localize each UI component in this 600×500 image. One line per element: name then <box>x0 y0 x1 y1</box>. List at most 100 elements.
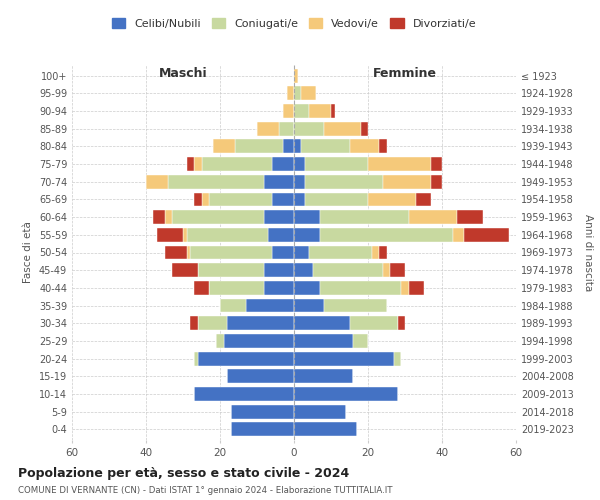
Bar <box>331 104 335 118</box>
Bar <box>224 334 294 348</box>
Bar <box>272 157 294 171</box>
Bar <box>283 104 294 118</box>
Bar <box>372 246 379 260</box>
Bar <box>164 210 172 224</box>
Bar <box>379 140 386 153</box>
Bar <box>209 192 272 206</box>
Bar <box>194 281 209 295</box>
Bar <box>431 157 442 171</box>
Bar <box>231 405 294 418</box>
Bar <box>294 298 323 312</box>
Bar <box>227 316 294 330</box>
Bar <box>202 157 272 171</box>
Bar <box>294 175 305 188</box>
Bar <box>287 86 294 100</box>
Bar <box>320 210 409 224</box>
Bar <box>294 316 349 330</box>
Bar <box>305 157 368 171</box>
Bar <box>294 334 353 348</box>
Bar <box>294 140 301 153</box>
Bar <box>187 228 268 241</box>
Bar <box>320 228 453 241</box>
Bar <box>294 192 305 206</box>
Bar <box>268 228 294 241</box>
Bar <box>198 264 265 277</box>
Bar <box>294 157 305 171</box>
Bar <box>172 210 265 224</box>
Bar <box>294 264 313 277</box>
Bar <box>272 246 294 260</box>
Bar <box>294 86 301 100</box>
Bar <box>294 370 353 383</box>
Bar <box>168 175 265 188</box>
Bar <box>383 264 390 277</box>
Bar <box>409 210 457 224</box>
Bar <box>294 422 357 436</box>
Bar <box>220 298 246 312</box>
Legend: Celibi/Nubili, Coniugati/e, Vedovi/e, Divorziati/e: Celibi/Nubili, Coniugati/e, Vedovi/e, Di… <box>112 18 476 29</box>
Bar <box>294 228 320 241</box>
Bar <box>283 140 294 153</box>
Bar <box>401 281 409 295</box>
Bar <box>305 192 368 206</box>
Bar <box>361 122 368 136</box>
Bar <box>353 334 368 348</box>
Bar <box>235 140 283 153</box>
Text: COMUNE DI VERNANTE (CN) - Dati ISTAT 1° gennaio 2024 - Elaborazione TUTTITALIA.I: COMUNE DI VERNANTE (CN) - Dati ISTAT 1° … <box>18 486 392 495</box>
Bar <box>453 228 464 241</box>
Bar <box>187 246 190 260</box>
Bar <box>294 122 323 136</box>
Bar <box>265 210 294 224</box>
Bar <box>294 246 309 260</box>
Text: Popolazione per età, sesso e stato civile - 2024: Popolazione per età, sesso e stato civil… <box>18 468 349 480</box>
Bar <box>194 192 202 206</box>
Bar <box>294 68 298 82</box>
Bar <box>294 352 394 366</box>
Bar <box>172 264 198 277</box>
Bar <box>198 352 294 366</box>
Bar <box>190 316 198 330</box>
Bar <box>349 316 398 330</box>
Bar <box>368 157 431 171</box>
Bar <box>231 422 294 436</box>
Bar <box>227 370 294 383</box>
Bar <box>305 175 383 188</box>
Bar <box>394 352 401 366</box>
Bar <box>157 228 183 241</box>
Bar <box>190 246 272 260</box>
Bar <box>349 140 379 153</box>
Bar <box>265 175 294 188</box>
Bar <box>198 316 227 330</box>
Bar <box>457 210 482 224</box>
Bar <box>194 352 198 366</box>
Y-axis label: Anni di nascita: Anni di nascita <box>583 214 593 291</box>
Bar <box>154 210 164 224</box>
Text: Femmine: Femmine <box>373 67 437 80</box>
Bar <box>390 264 405 277</box>
Bar <box>301 86 316 100</box>
Bar <box>294 210 320 224</box>
Text: Maschi: Maschi <box>158 67 208 80</box>
Bar <box>294 281 320 295</box>
Bar <box>383 175 431 188</box>
Bar <box>212 140 235 153</box>
Bar <box>301 140 349 153</box>
Bar <box>146 175 168 188</box>
Bar <box>194 157 202 171</box>
Bar <box>464 228 509 241</box>
Bar <box>294 387 398 401</box>
Bar <box>379 246 386 260</box>
Bar <box>187 157 194 171</box>
Bar <box>409 281 424 295</box>
Bar <box>309 104 331 118</box>
Bar <box>279 122 294 136</box>
Bar <box>202 192 209 206</box>
Bar <box>309 246 372 260</box>
Y-axis label: Fasce di età: Fasce di età <box>23 222 33 284</box>
Bar <box>164 246 187 260</box>
Bar <box>265 264 294 277</box>
Bar <box>183 228 187 241</box>
Bar <box>294 104 309 118</box>
Bar <box>368 192 416 206</box>
Bar <box>272 192 294 206</box>
